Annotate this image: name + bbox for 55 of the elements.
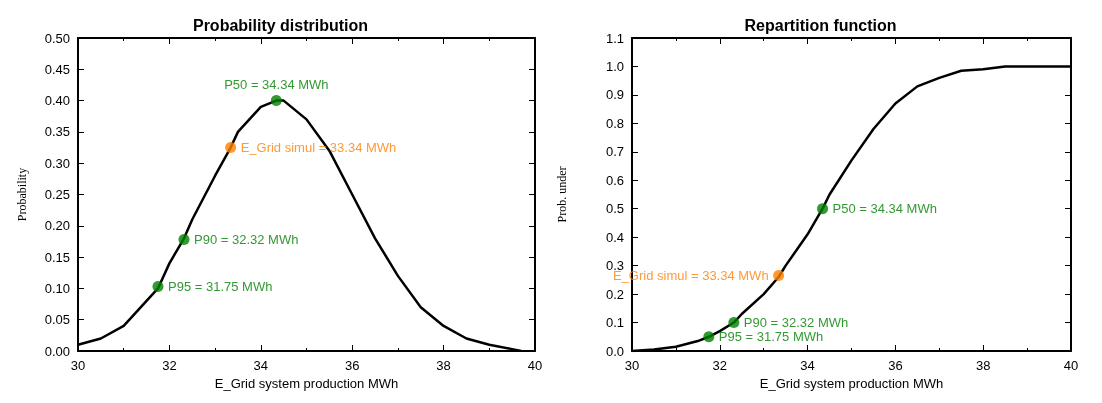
point [270,95,282,107]
point [225,142,237,154]
point [178,234,190,246]
y-tick-label: 0.25 [44,187,70,202]
x-tick-label: 36 [888,358,903,373]
chart-title: Repartition function [744,16,897,34]
x-tick-label: 34 [253,358,269,373]
y-tick-label: 0.1 [605,315,624,331]
point [773,270,785,282]
annotation: P50 = 34.34 MWh [832,201,937,217]
x-tick-label: 34 [800,358,815,373]
x-tick-label: 40 [527,358,543,373]
y-tick-label: 0.7 [605,144,624,160]
y-axis-title: Probability [15,167,29,222]
y-tick-label: 0.50 [44,30,70,46]
x-tick-label: 30 [70,358,86,373]
y-tick-label: 0.10 [44,280,70,296]
point [728,317,740,329]
point [152,281,164,293]
y-tick-label: 0.5 [605,201,624,217]
point [703,331,715,343]
annotation: P90 = 32.32 MWh [743,315,849,331]
x-tick-label: 32 [162,358,177,373]
x-axis-title: E_Grid system production MWh [759,376,944,391]
annotation: P95 = 31.75 MWh [167,279,273,295]
x-tick-label: 38 [975,358,991,373]
x-tick-label: 32 [712,358,728,373]
y-tick-label: 1.1 [605,30,624,46]
annotation: E_Grid simul = 33.34 MWh [240,140,397,156]
chart-title: Probability distribution [192,16,369,34]
y-tick-label: 1.0 [605,58,624,74]
y-tick-label: 0.2 [605,286,624,302]
x-tick-label: 38 [436,358,451,373]
y-tick-label: 0.45 [44,61,70,77]
x-tick-label: 36 [344,358,360,373]
annotation: P90 = 32.32 MWh [194,232,299,248]
x-tick-label: 40 [1063,358,1079,373]
x-axis-title: E_Grid system production MWh [214,376,399,391]
y-tick-label: 0.40 [44,93,70,109]
y-tick-label: 0.4 [605,229,624,245]
y-tick-label: 0.8 [605,115,624,131]
y-tick-label: 0.30 [44,155,70,171]
y-tick-label: 0.35 [44,124,70,140]
point [817,203,829,215]
y-axis-title: Prob. under [555,166,569,223]
y-tick-label: 0.15 [44,249,70,265]
y-tick-label: 0.05 [44,312,70,328]
y-tick-label: 0.6 [605,172,624,188]
y-tick-label: 0.20 [44,218,70,234]
y-tick-label: 0.00 [44,343,70,359]
y-tick-label: 0.0 [605,343,624,359]
y-tick-label: 0.9 [605,87,624,103]
annotation: P50 = 34.34 MWh [224,76,329,92]
x-tick-label: 30 [624,358,640,373]
annotation: P95 = 31.75 MWh [718,329,824,345]
